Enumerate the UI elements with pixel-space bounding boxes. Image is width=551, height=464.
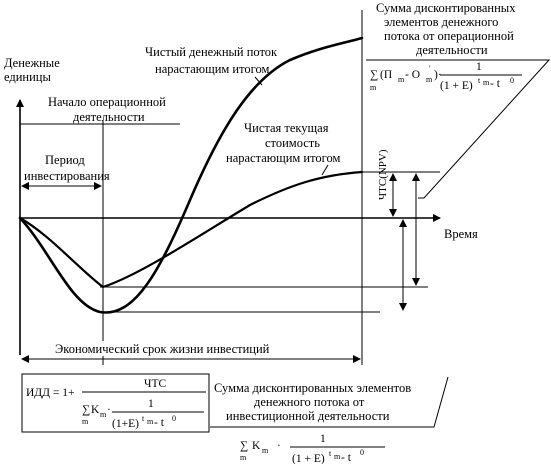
net-cash-flow-leader [254,76,263,86]
svg-text:∑: ∑ [82,404,90,416]
svg-text:- t: - t [490,78,501,90]
investment-period-label-line1: Период [45,153,85,167]
net-cash-flow-label-line2: нарастающим итогом [155,62,270,76]
y-axis-label-line2: единицы [4,70,52,84]
idd-formula-box: ИДД = 1+ ЧТС ∑ m K m · 1 (1+E) t m - t 0 [21,373,210,433]
npv-bracket-label: ЧТС(NPV) [377,149,389,200]
operation-start-label-line1: Начало операционной [48,95,166,109]
svg-text:m: m [426,75,433,84]
npv-curve [18,170,364,289]
svg-text:- t: - t [154,417,165,429]
investment-period-label-line2: инвестирования [24,169,110,183]
bottom-callout-line1: Сумма дисконтированных элементов [214,381,411,395]
bottom-callout-border [210,376,449,428]
svg-text:∑: ∑ [370,69,378,81]
npv-cumulative-label-line2: стоимость [265,136,320,150]
operation-start-label-line2: деятельности [73,110,145,124]
svg-text:- O: - O [405,69,420,81]
svg-text:m: m [334,452,341,461]
svg-text:ЧТС: ЧТС [144,378,166,390]
svg-text:)·: )· [434,69,442,81]
svg-text:m: m [147,417,154,426]
x-axis-label: Время [444,227,478,241]
top-callout-line3: потока от операционной [384,29,514,43]
svg-text:m: m [370,83,377,92]
operating-flow-formula: ∑ m (П m - O m ′ )· 1 (1 + E) t m - t 0 [370,61,522,92]
svg-text:m: m [398,75,405,84]
npv-cumulative-label-line1: Чистая текущая [244,121,329,135]
svg-text:(1+E): (1+E) [112,418,139,430]
svg-text:1: 1 [320,433,326,445]
top-callout-border [366,59,551,199]
svg-text:1: 1 [148,398,154,410]
economic-life-label-bg [52,341,310,356]
net-cash-flow-curve [18,36,364,314]
svg-text:·: · [277,440,281,452]
svg-text:K: K [91,404,100,416]
svg-text:m: m [100,410,107,419]
top-callout-line1: Сумма дисконтированных [376,1,516,15]
bottom-callout-line3: инвестиционной деятельности [226,409,390,423]
npv-cumulative-leader [321,164,329,176]
investment-flow-formula: ∑ m K m · 1 (1 + E) t m - t 0 [240,433,385,464]
npv-cumulative-label-line3: нарастающим итогом [226,151,341,165]
svg-text:t: t [329,449,332,458]
bottom-callout-line2: денежного потока от [254,395,365,409]
svg-text:K: K [252,440,261,452]
svg-text:t: t [478,76,481,85]
svg-text:ИДД = 1+: ИДД = 1+ [26,387,74,399]
svg-text:- t: - t [341,452,352,464]
svg-text:m: m [262,446,269,455]
svg-text:0: 0 [360,448,364,457]
svg-text:(П: (П [380,69,392,81]
svg-text:·: · [107,404,111,416]
svg-text:m: m [240,453,247,462]
economic-life-label: Экономический срок жизни инвестиций [55,342,270,356]
svg-text:1: 1 [476,61,482,73]
top-callout-line4: деятельности [416,43,488,57]
svg-text:(1 + E): (1 + E) [440,80,473,92]
net-cash-flow-label-line1: Чистый денежный поток [145,45,278,59]
svg-text:m: m [82,417,89,426]
svg-text:0: 0 [510,76,514,85]
svg-text:′: ′ [429,64,431,73]
top-callout-line2: элементов денежного [384,15,498,29]
svg-text:(1 + E): (1 + E) [292,453,325,464]
svg-text:t: t [142,414,145,423]
svg-text:∑: ∑ [240,440,248,452]
y-axis-label-line1: Денежные [4,56,60,70]
svg-text:m: m [483,78,490,87]
svg-text:0: 0 [172,414,176,423]
